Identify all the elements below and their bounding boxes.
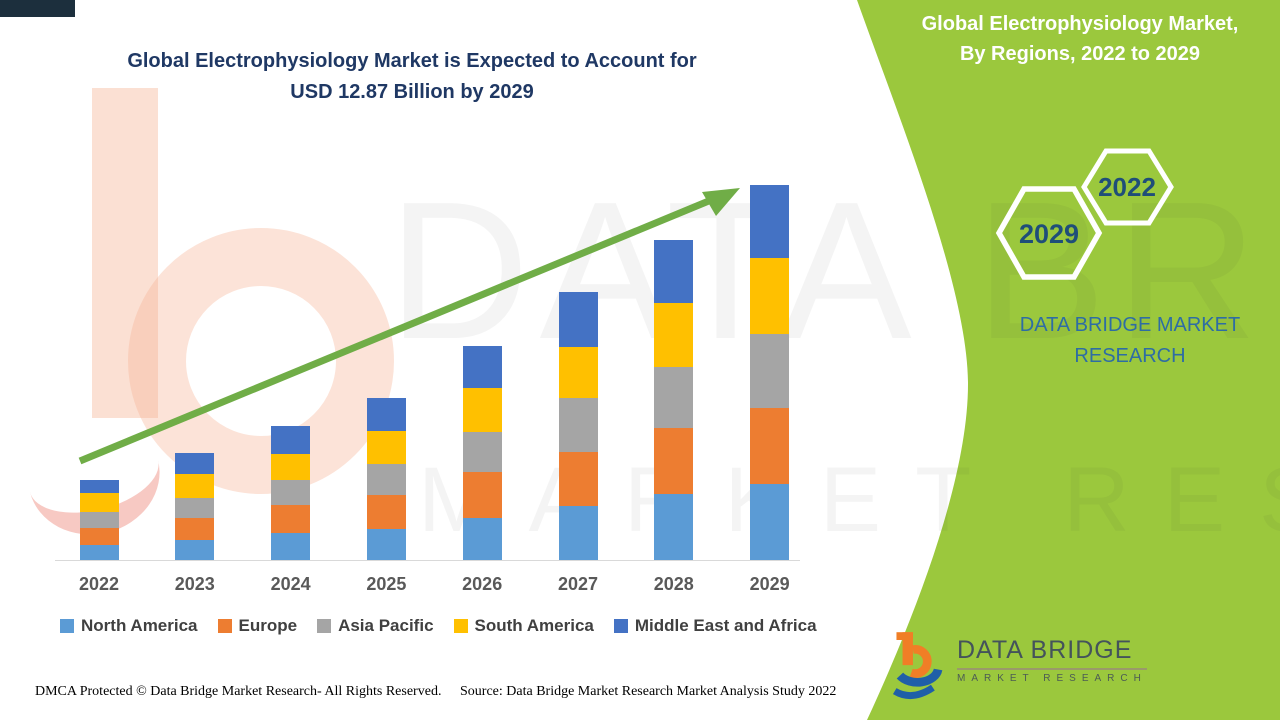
bar-segment-europe xyxy=(558,452,598,507)
legend-swatch xyxy=(613,619,628,633)
legend-label: Middle East and Africa xyxy=(634,616,817,635)
bar-segment-middle-east-and-africa xyxy=(175,452,215,474)
legend-item-asia-pacific: Asia Pacific xyxy=(317,616,434,636)
bar-2028 xyxy=(654,239,694,560)
bar-segment-north-america xyxy=(271,532,311,560)
bar-segment-middle-east-and-africa xyxy=(366,398,406,432)
x-axis-label-2026: 2026 xyxy=(462,574,503,594)
legend-swatch xyxy=(453,619,468,633)
bar-segment-middle-east-and-africa xyxy=(654,239,694,303)
bar-2024 xyxy=(271,425,311,560)
bar-segment-asia-pacific xyxy=(271,479,311,505)
bar-segment-europe xyxy=(462,472,502,518)
bar-2026 xyxy=(462,346,502,560)
bar-segment-asia-pacific xyxy=(175,497,215,518)
bar-2025 xyxy=(366,398,406,560)
bar-segment-europe xyxy=(654,427,694,494)
legend-item-north-america: North America xyxy=(60,616,198,636)
x-axis-line xyxy=(55,560,800,561)
bar-2023 xyxy=(175,452,215,560)
legend-swatch xyxy=(60,619,74,633)
bar-2029 xyxy=(750,185,790,560)
bar-segment-south-america xyxy=(654,302,694,367)
bar-segment-europe xyxy=(175,517,215,540)
bar-segment-south-america xyxy=(558,347,598,399)
bar-segment-north-america xyxy=(462,518,502,560)
bar-segment-north-america xyxy=(654,493,694,560)
bar-segment-asia-pacific xyxy=(462,432,502,472)
bar-segment-middle-east-and-africa xyxy=(79,480,119,494)
bar-segment-europe xyxy=(79,528,119,546)
legend-label: Europe xyxy=(238,616,298,635)
bar-segment-south-america xyxy=(366,431,406,465)
legend-swatch xyxy=(317,619,332,633)
bar-2027 xyxy=(558,292,598,560)
x-axis-label-2029: 2029 xyxy=(749,574,790,594)
footer-source: Source: Data Bridge Market Research Mark… xyxy=(460,684,837,699)
bar-segment-north-america xyxy=(175,539,215,560)
bar-segment-north-america xyxy=(750,484,790,560)
x-axis-label-2023: 2023 xyxy=(174,574,215,594)
x-axis-label-2027: 2027 xyxy=(557,574,599,594)
legend-label: South America xyxy=(474,616,594,635)
bar-segment-south-america xyxy=(750,258,790,334)
bar-segment-south-america xyxy=(175,473,215,498)
top-left-accent-bar xyxy=(0,0,75,17)
bar-segment-south-america xyxy=(462,388,502,433)
page-title-line1: Global Electrophysiology Market is Expec… xyxy=(127,50,697,72)
legend-label: Asia Pacific xyxy=(338,616,434,635)
legend-item-middle-east-and-africa: Middle East and Africa xyxy=(613,616,817,636)
data-bridge-logo-icon xyxy=(893,632,943,699)
bar-segment-europe xyxy=(271,504,311,533)
x-axis-label-2024: 2024 xyxy=(270,574,311,594)
bar-segment-asia-pacific xyxy=(558,398,598,453)
bar-segment-south-america xyxy=(79,493,119,513)
bar-segment-asia-pacific xyxy=(366,464,406,496)
bar-segment-north-america xyxy=(366,529,406,560)
logo-title: DATA BRIDGE xyxy=(957,636,1147,670)
legend-swatch xyxy=(217,619,232,633)
legend-item-europe: Europe xyxy=(217,616,298,636)
x-axis-label-2025: 2025 xyxy=(366,574,407,594)
bar-segment-middle-east-and-africa xyxy=(462,346,502,389)
x-axis-label-2028: 2028 xyxy=(653,574,694,594)
footer-copyright: DMCA Protected © Data Bridge Market Rese… xyxy=(35,684,442,699)
bar-2022 xyxy=(79,480,119,560)
bar-segment-europe xyxy=(750,408,790,484)
bar-segment-asia-pacific xyxy=(750,334,790,408)
x-axis-label-2022: 2022 xyxy=(78,574,120,594)
bar-segment-north-america xyxy=(558,506,598,560)
bar-segment-middle-east-and-africa xyxy=(271,425,311,454)
bar-segment-middle-east-and-africa xyxy=(750,185,790,258)
page-title: Global Electrophysiology Market is Expec… xyxy=(22,46,802,108)
bar-segment-north-america xyxy=(79,545,119,560)
bar-segment-asia-pacific xyxy=(654,366,694,428)
page-title-line2: USD 12.87 Billion by 2029 xyxy=(290,81,534,103)
legend: North America Europe Asia Pacific South Ame… xyxy=(60,616,817,636)
bar-segment-asia-pacific xyxy=(79,512,119,529)
logo-subtitle: MARKET RESEARCH xyxy=(957,673,1147,684)
legend-label: North America xyxy=(81,616,198,635)
data-bridge-logo: DATA BRIDGE MARKET RESEARCH xyxy=(893,630,1147,702)
bar-segment-middle-east-and-africa xyxy=(558,292,598,348)
bar-segment-europe xyxy=(366,495,406,530)
legend-item-south-america: South America xyxy=(453,616,594,636)
bar-segment-south-america xyxy=(271,453,311,480)
